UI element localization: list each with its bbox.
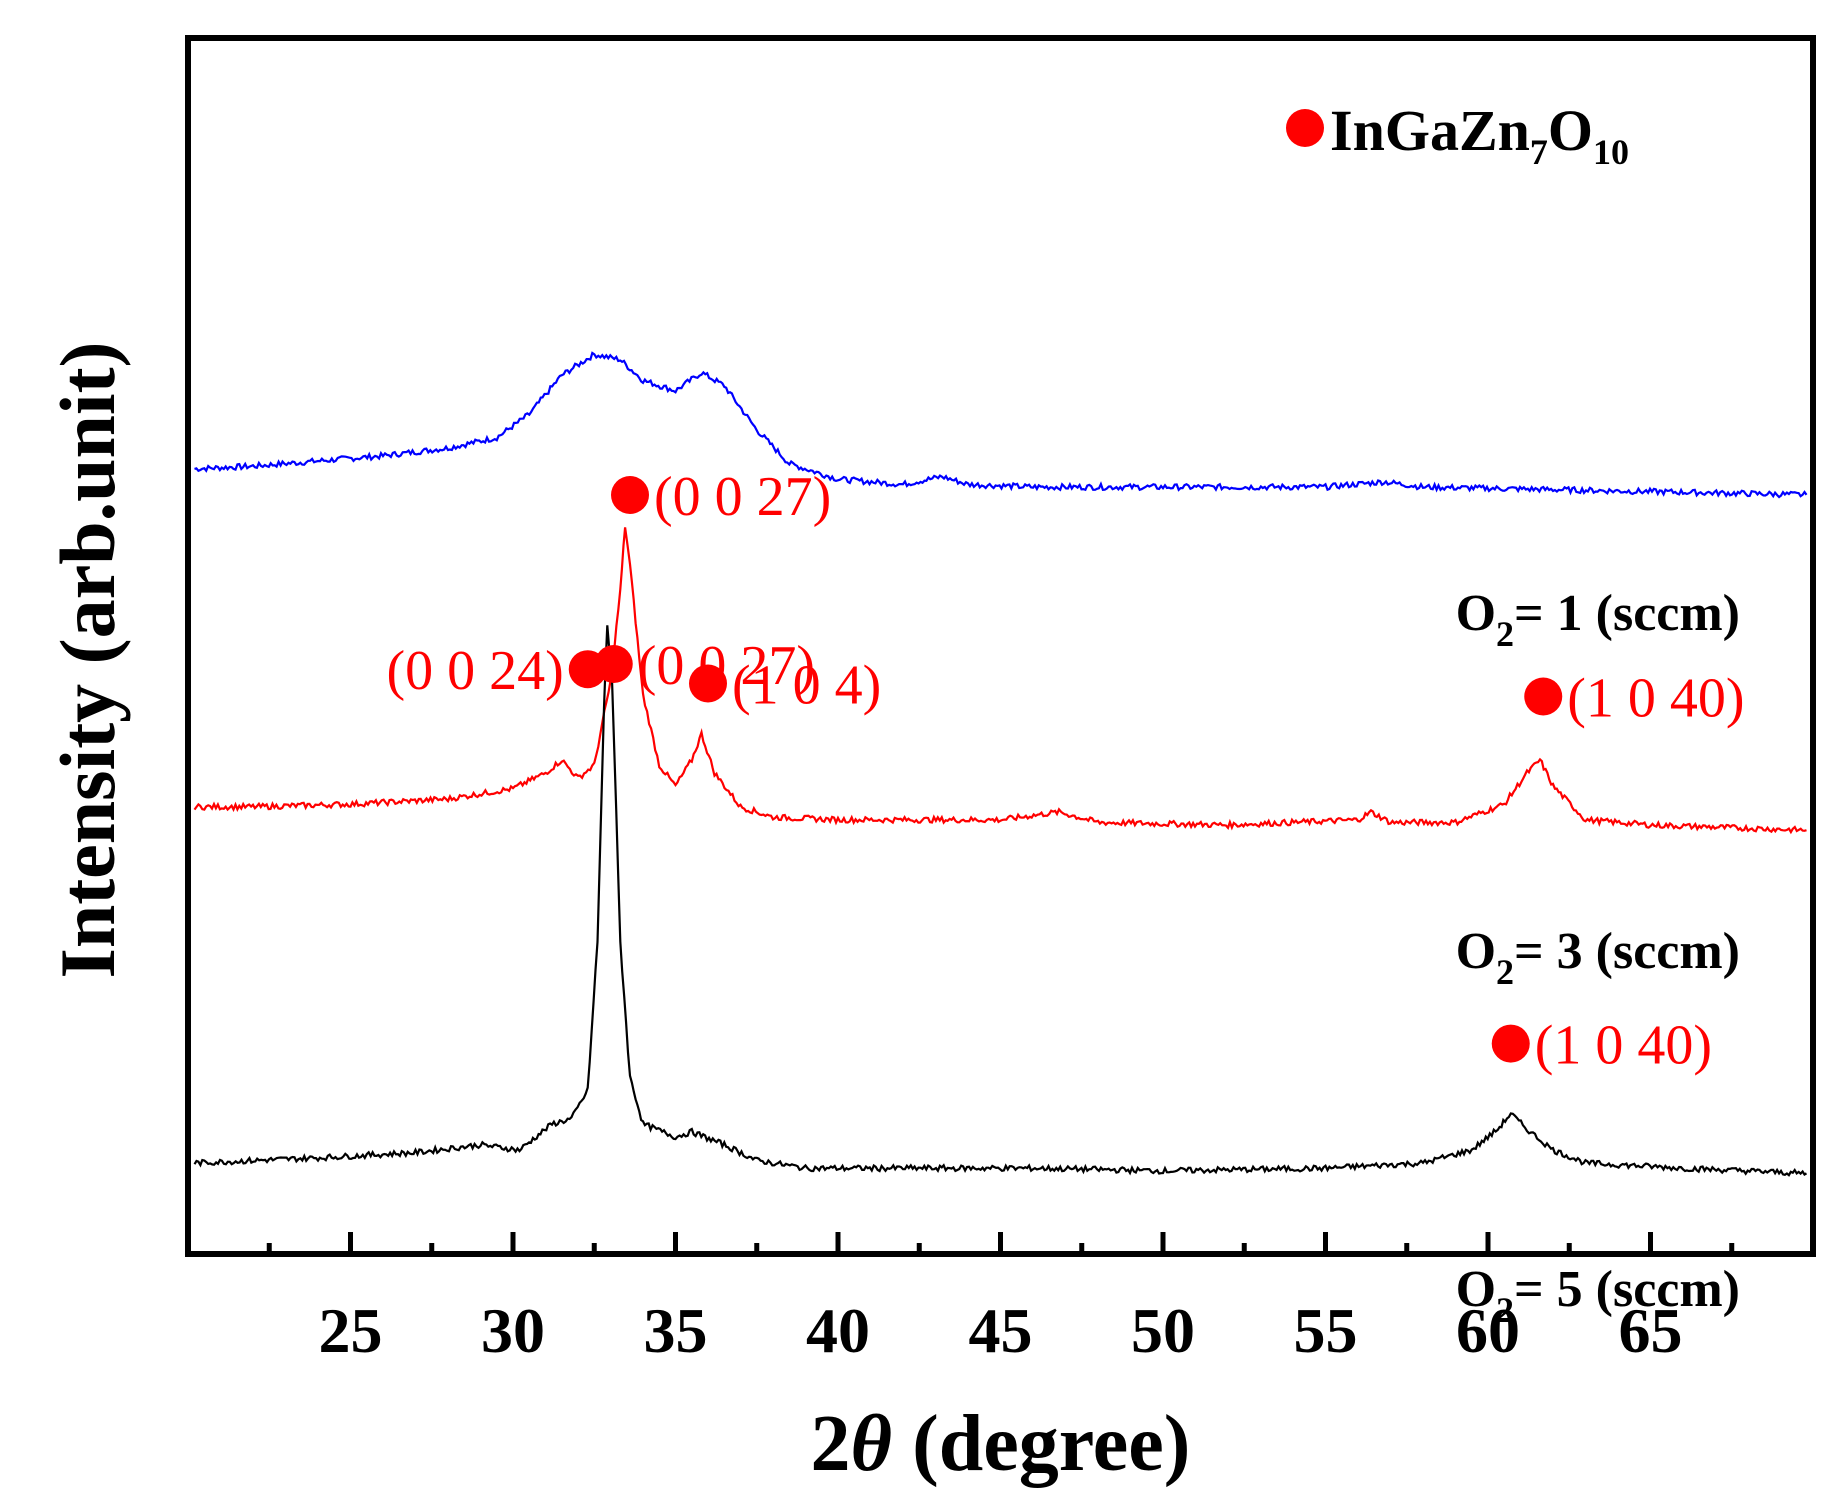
series-layer (193, 351, 1808, 1177)
x-tick-label: 65 (1619, 1295, 1683, 1366)
peak-annotation: (1 0 40) (1491, 1015, 1712, 1077)
peak-annotation: (0 0 24) (386, 640, 607, 702)
peak-label: (1 0 4) (732, 655, 881, 717)
peak-label: (0 0 27) (638, 635, 815, 697)
peak-marker (1491, 1024, 1530, 1063)
series-labels: O2= 1 (sccm) O2= 3 (sccm) O2= 5 (sccm) (1456, 585, 1740, 1330)
series-label-2: O2= 3 (sccm) (1456, 923, 1740, 992)
peak-label: (0 0 27) (654, 466, 831, 528)
peak-annotation: (0 0 27) (611, 466, 831, 528)
x-tick-label: 55 (1294, 1295, 1358, 1366)
peak-annotation: (1 0 4) (689, 655, 881, 717)
y-axis-title: Intensity (arb.unit) (44, 341, 131, 978)
legend-label: InGaZn7O10 (1330, 98, 1629, 172)
peak-annotation: (1 0 40) (1524, 668, 1745, 730)
peak-marker (689, 664, 727, 703)
series-line-3 (193, 625, 1808, 1177)
peak-label: (1 0 40) (1567, 668, 1744, 730)
x-tick-label: 45 (969, 1295, 1033, 1366)
x-tick-label: 35 (644, 1295, 708, 1366)
peak-marker (611, 476, 649, 514)
peak-marker (1524, 677, 1563, 716)
legend: InGaZn7O10 (1286, 98, 1629, 172)
x-tick-label: 60 (1456, 1295, 1520, 1366)
series-line-1 (194, 351, 1808, 499)
peak-label: (0 0 24) (386, 640, 563, 702)
x-axis-title: 2θ (degree) (811, 1400, 1191, 1488)
x-tick-label: 50 (1131, 1295, 1195, 1366)
x-tick-label: 25 (319, 1295, 383, 1366)
series-label-1: O2= 1 (sccm) (1456, 585, 1740, 654)
x-axis-title-unit: (degree) (892, 1400, 1190, 1488)
x-axis-title-number: 2 (811, 1400, 851, 1488)
peak-annotation: (0 0 27) (594, 635, 815, 697)
x-axis-title-symbol: θ (851, 1400, 893, 1488)
series-line-2 (193, 527, 1807, 835)
x-tick-label: 30 (481, 1295, 545, 1366)
x-axis-ticks: 25 30 35 40 45 50 55 60 65 (266, 1232, 1735, 1366)
peak-marker (594, 645, 633, 683)
x-tick-label: 40 (806, 1295, 870, 1366)
series-label-3: O2= 5 (sccm) (1456, 1261, 1740, 1330)
peak-label: (1 0 40) (1535, 1015, 1712, 1077)
peak-annotations: (0 0 27) (0 0 24) (1 0 4) (1 0 40) (0 0 27) (… (386, 466, 1744, 1077)
legend-marker (1286, 109, 1324, 147)
